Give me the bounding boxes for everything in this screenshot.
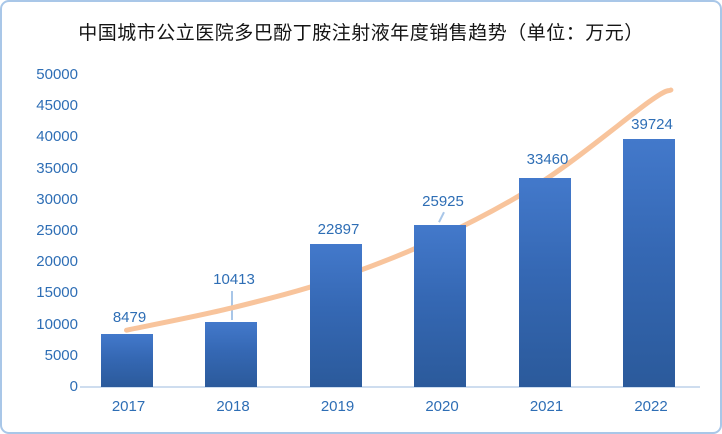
y-tick-10000: 10000 xyxy=(36,315,78,333)
x-tick-2021: 2021 xyxy=(529,398,564,415)
y-tick-15000: 15000 xyxy=(36,284,78,302)
y-tick-45000: 45000 xyxy=(36,97,78,115)
y-tick-40000: 40000 xyxy=(36,128,78,146)
y-tick-5000: 5000 xyxy=(44,346,78,364)
data-label-2018: 10413 xyxy=(213,271,255,289)
bar-2017 xyxy=(100,334,153,387)
data-label-2021: 33460 xyxy=(526,151,569,169)
x-tick-2017: 2017 xyxy=(111,398,146,415)
y-tick-50000: 50000 xyxy=(36,66,78,83)
y-tick-20000: 20000 xyxy=(36,253,78,271)
y-tick-35000: 35000 xyxy=(36,159,78,177)
data-label-2017: 8479 xyxy=(112,309,147,327)
bar-2021 xyxy=(518,178,571,387)
bar-2020 xyxy=(414,225,466,387)
data-label-2020: 25925 xyxy=(422,193,464,211)
bar-2022 xyxy=(623,139,675,387)
leader-line-2020 xyxy=(438,211,445,223)
x-tick-2018: 2018 xyxy=(216,398,250,415)
x-tick-2020: 2020 xyxy=(425,398,459,415)
bar-2018 xyxy=(205,322,257,387)
data-label-2019: 22897 xyxy=(317,221,360,239)
y-tick-30000: 30000 xyxy=(36,190,78,208)
y-tick-0: 0 xyxy=(69,378,78,395)
data-label-2022: 39724 xyxy=(631,116,673,134)
x-tick-2022: 2022 xyxy=(634,398,668,415)
x-tick-2019: 2019 xyxy=(320,398,355,415)
chart-title: 中国城市公立医院多巴酚丁胺注射液年度销售趋势（单位：万元） xyxy=(78,23,644,44)
trend-line xyxy=(124,87,674,333)
y-tick-25000: 25000 xyxy=(36,222,78,239)
bar-2019 xyxy=(309,244,362,387)
